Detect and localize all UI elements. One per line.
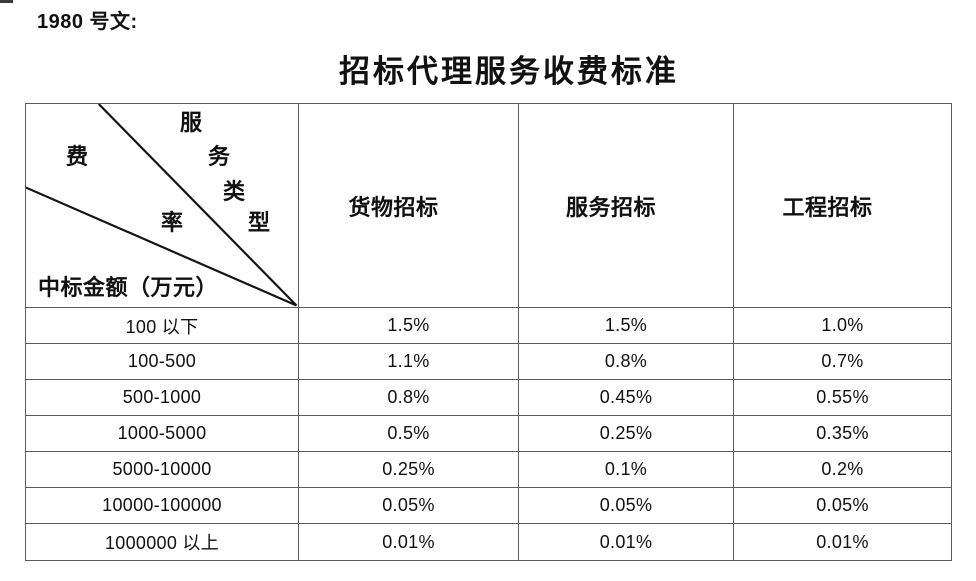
doc-number-label: 1980 号文: (37, 11, 138, 33)
rate-cell: 0.25% (519, 416, 734, 452)
rate-cell: 0.01% (519, 524, 734, 560)
rate-cell: 0.35% (734, 416, 951, 452)
row-label: 1000000 以上 (26, 524, 299, 560)
rate-cell: 0.01% (816, 531, 869, 552)
rate-cell: 0.05% (299, 488, 519, 524)
row-label: 100 以下 (26, 308, 299, 344)
corner-label-service-char-2: 务 (207, 144, 231, 169)
rate-cell: 0.2% (734, 452, 951, 488)
corner-label-fee-char-2: 率 (160, 210, 184, 235)
rate-cell: 0.8% (519, 344, 734, 380)
page-title: 招标代理服务收费标准 (339, 54, 679, 89)
row-label: 100-500 (26, 344, 299, 380)
corner-label-service-char-4: 型 (247, 210, 271, 235)
column-header-engineering: 工程招标 (734, 104, 951, 308)
rate-cell: 0.45% (519, 380, 734, 416)
page-corner-artifact (0, 0, 13, 3)
row-label: 500-1000 (26, 380, 299, 416)
rate-cell: 1.0% (734, 308, 951, 344)
rate-cell: 1.1% (299, 344, 519, 380)
column-header-goods: 货物招标 (299, 104, 519, 308)
rate-cell: 0.7% (734, 344, 951, 380)
rate-cell: 1.5% (519, 308, 734, 344)
rate-cell: 0.8% (299, 380, 519, 416)
corner-amount-label: 中标金额（万元） (38, 275, 219, 300)
row-label: 1000-5000 (26, 416, 299, 452)
fee-table: 服 务 类 型 费 率 中标金额（万元） 货物招标 服务招标 工程招标 100 … (25, 103, 952, 561)
corner-label-service-char-1: 服 (179, 110, 203, 135)
rate-cell: 0.1% (519, 452, 734, 488)
corner-header-cell: 服 务 类 型 费 率 中标金额（万元） (26, 104, 299, 308)
diagonal-divider-lines (26, 104, 298, 307)
rate-cell: 0.05% (519, 488, 734, 524)
column-header-service: 服务招标 (519, 104, 734, 308)
corner-label-service-char-3: 类 (222, 179, 246, 204)
rate-cell: 0.25% (299, 452, 519, 488)
rate-cell: 0.01% (299, 524, 519, 560)
rate-cell: 1.5% (299, 308, 519, 344)
row-label: 10000-100000 (26, 488, 299, 524)
corner-label-fee-char-1: 费 (65, 144, 89, 169)
rate-cell: 0.5% (299, 416, 519, 452)
rate-cell: 0.05% (734, 488, 951, 524)
rate-cell: 0.55% (734, 380, 951, 416)
row-label: 5000-10000 (26, 452, 299, 488)
